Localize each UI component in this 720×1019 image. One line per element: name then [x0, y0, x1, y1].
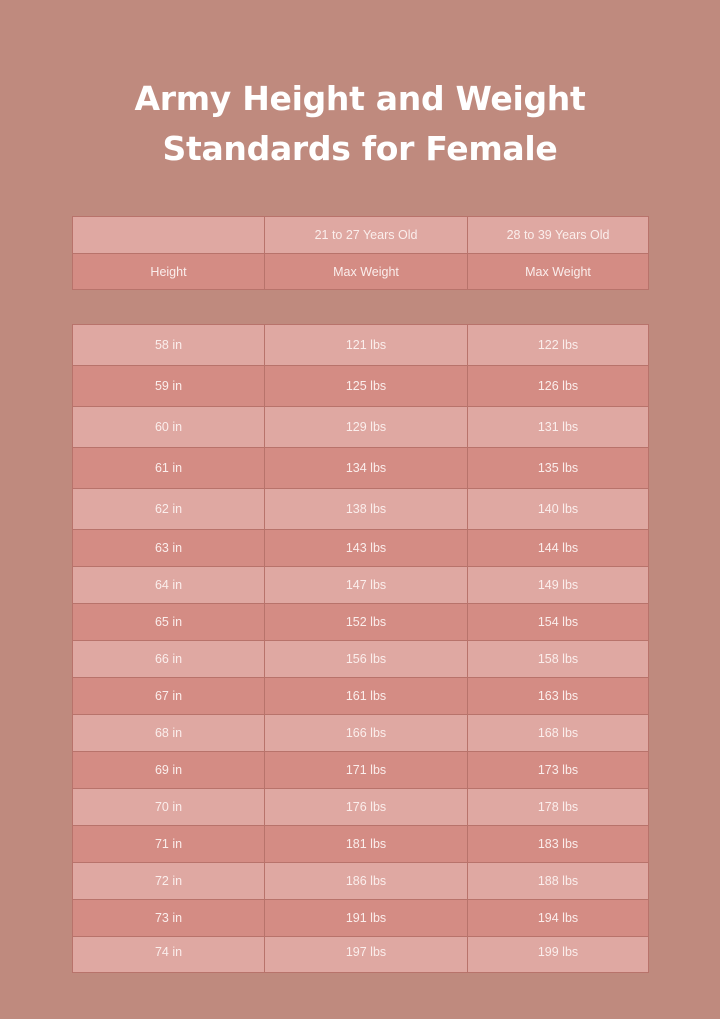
table-cell: 163 lbs — [467, 677, 649, 715]
table-row: 62 in 138 lbs 140 lbs — [72, 488, 649, 530]
table-cell: 199 lbs — [467, 936, 649, 973]
header-cell: 28 to 39 Years Old — [467, 216, 649, 254]
table-row: 63 in 143 lbs 144 lbs — [72, 529, 649, 567]
table-cell: 69 in — [72, 751, 265, 789]
table-cell: 59 in — [72, 365, 265, 407]
table-row: 64 in 147 lbs 149 lbs — [72, 566, 649, 604]
table-cell: 171 lbs — [264, 751, 468, 789]
table-cell: 67 in — [72, 677, 265, 715]
table-cell: 176 lbs — [264, 788, 468, 826]
table-cell: 168 lbs — [467, 714, 649, 752]
table-row: 70 in 176 lbs 178 lbs — [72, 788, 649, 826]
table-cell: 68 in — [72, 714, 265, 752]
table-cell: 186 lbs — [264, 862, 468, 900]
table-row: 61 in 134 lbs 135 lbs — [72, 447, 649, 489]
table-row: 67 in 161 lbs 163 lbs — [72, 677, 649, 715]
table-cell: 178 lbs — [467, 788, 649, 826]
table-cell: 152 lbs — [264, 603, 468, 641]
table-row: 71 in 181 lbs 183 lbs — [72, 825, 649, 863]
table-cell: 144 lbs — [467, 529, 649, 567]
table-cell: 143 lbs — [264, 529, 468, 567]
table-cell: 66 in — [72, 640, 265, 678]
table-cell: 74 in — [72, 936, 265, 973]
table-cell: 183 lbs — [467, 825, 649, 863]
table-row: 59 in 125 lbs 126 lbs — [72, 365, 649, 407]
title-line-1: Army Height and Weight — [134, 79, 586, 118]
table-cell: 70 in — [72, 788, 265, 826]
table-cell: 147 lbs — [264, 566, 468, 604]
table-cell: 134 lbs — [264, 447, 468, 489]
table-row: 72 in 186 lbs 188 lbs — [72, 862, 649, 900]
header-cell: 21 to 27 Years Old — [264, 216, 468, 254]
table-cell: 138 lbs — [264, 488, 468, 530]
table-cell: 149 lbs — [467, 566, 649, 604]
page-title: Army Height and Weight Standards for Fem… — [0, 74, 720, 174]
table-row: 74 in 197 lbs 199 lbs — [72, 936, 649, 973]
table-cell: 156 lbs — [264, 640, 468, 678]
table-cell: 194 lbs — [467, 899, 649, 937]
table-cell: 125 lbs — [264, 365, 468, 407]
table-row: 73 in 191 lbs 194 lbs — [72, 899, 649, 937]
table-cell: 197 lbs — [264, 936, 468, 973]
table-cell: 58 in — [72, 324, 265, 366]
table-row: 60 in 129 lbs 131 lbs — [72, 406, 649, 448]
table-row: 58 in 121 lbs 122 lbs — [72, 324, 649, 366]
table-cell: 188 lbs — [467, 862, 649, 900]
header-row-age-groups: 21 to 27 Years Old 28 to 39 Years Old — [72, 216, 649, 254]
header-cell: Height — [72, 253, 265, 290]
table-cell: 131 lbs — [467, 406, 649, 448]
table-row: 68 in 166 lbs 168 lbs — [72, 714, 649, 752]
table-cell: 61 in — [72, 447, 265, 489]
table-cell: 191 lbs — [264, 899, 468, 937]
header-table: 21 to 27 Years Old 28 to 39 Years Old He… — [72, 216, 649, 290]
table-row: 65 in 152 lbs 154 lbs — [72, 603, 649, 641]
table-cell: 129 lbs — [264, 406, 468, 448]
table-cell: 166 lbs — [264, 714, 468, 752]
header-cell — [72, 216, 265, 254]
table-cell: 73 in — [72, 899, 265, 937]
table-cell: 154 lbs — [467, 603, 649, 641]
table-cell: 122 lbs — [467, 324, 649, 366]
data-table: 58 in 121 lbs 122 lbs 59 in 125 lbs 126 lbs 60… — [72, 324, 649, 973]
table-row: 69 in 171 lbs 173 lbs — [72, 751, 649, 789]
table-cell: 60 in — [72, 406, 265, 448]
table-cell: 63 in — [72, 529, 265, 567]
table-cell: 158 lbs — [467, 640, 649, 678]
table-cell: 161 lbs — [264, 677, 468, 715]
header-row-labels: Height Max Weight Max Weight — [72, 253, 649, 290]
table-cell: 64 in — [72, 566, 265, 604]
table-cell: 173 lbs — [467, 751, 649, 789]
table-cell: 126 lbs — [467, 365, 649, 407]
table-cell: 135 lbs — [467, 447, 649, 489]
table-row: 66 in 156 lbs 158 lbs — [72, 640, 649, 678]
table-cell: 140 lbs — [467, 488, 649, 530]
table-cell: 65 in — [72, 603, 265, 641]
header-cell: Max Weight — [467, 253, 649, 290]
title-line-2: Standards for Female — [162, 129, 558, 168]
table-cell: 71 in — [72, 825, 265, 863]
table-cell: 72 in — [72, 862, 265, 900]
header-cell: Max Weight — [264, 253, 468, 290]
table-cell: 62 in — [72, 488, 265, 530]
table-cell: 181 lbs — [264, 825, 468, 863]
table-cell: 121 lbs — [264, 324, 468, 366]
